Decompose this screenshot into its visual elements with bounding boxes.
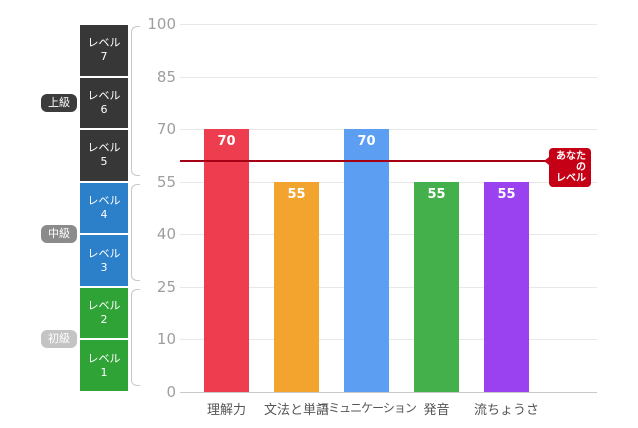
y-axis-tick-label: 85 <box>156 67 176 86</box>
level-box-7: レベル 7 <box>80 25 128 76</box>
level-box-6: レベル 6 <box>80 77 128 129</box>
level-box-number: 1 <box>100 365 108 379</box>
x-axis-category-comprehension: 理解力 <box>206 403 246 418</box>
bar-value-label: 70 <box>357 134 376 150</box>
level-box-1: レベル 1 <box>80 340 128 391</box>
bar-value-label: 55 <box>287 186 306 202</box>
bar-fluency: 55 <box>484 181 529 392</box>
x-axis-baseline <box>180 392 597 393</box>
level-box-3: レベル 3 <box>80 235 128 286</box>
level-box-label: レベル <box>87 246 121 260</box>
level-group-badge-beginner: 初級 <box>41 330 77 349</box>
level-box-number: 5 <box>100 155 108 169</box>
y-axis-tick-label: 0 <box>166 383 176 401</box>
your-level-badge: あなたの レベル <box>544 147 591 187</box>
level-box-number: 7 <box>100 50 108 64</box>
level-box-number: 4 <box>100 207 108 221</box>
bar-communication: 70 <box>344 129 389 392</box>
level-box-label: レベル <box>87 299 121 313</box>
bar-value-label: 55 <box>497 186 516 202</box>
y-axis-tick-label: 70 <box>156 120 176 139</box>
y-axis-tick-label: 40 <box>156 225 176 244</box>
bar-value-label: 55 <box>427 186 446 202</box>
level-box-label: レベル <box>87 351 121 365</box>
gridline <box>180 76 597 78</box>
level-box-label: レベル <box>87 141 121 155</box>
level-box-number: 3 <box>100 260 108 274</box>
level-box-label: レベル <box>87 36 121 50</box>
y-axis-tick-label: 10 <box>156 330 176 349</box>
level-group-bracket-intermediate <box>131 183 140 281</box>
level-group-bracket-beginner <box>131 288 140 386</box>
level-group-badge-advanced: 上級 <box>41 93 77 112</box>
your-level-line <box>180 159 550 162</box>
level-box-4: レベル 4 <box>80 182 128 234</box>
bar-value-label: 70 <box>217 134 236 150</box>
level-box-label: レベル <box>87 193 121 207</box>
level-group-badge-intermediate: 中級 <box>41 225 77 244</box>
bar-pronunciation: 55 <box>414 181 459 392</box>
y-axis-tick-label: 55 <box>156 172 176 191</box>
level-box-number: 6 <box>100 102 108 116</box>
level-box-number: 2 <box>100 313 108 327</box>
left-pointer-tail-icon <box>544 156 549 165</box>
x-axis-category-fluency: 流ちょうさ <box>473 403 539 418</box>
bar-comprehension: 70 <box>204 129 249 392</box>
x-axis-category-pronunciation: 発音 <box>423 403 450 418</box>
level-box-5: レベル 5 <box>80 130 128 181</box>
bar-grammar-vocabulary: 55 <box>274 181 319 392</box>
x-axis-category-communication: コミュニケーション <box>317 401 417 415</box>
level-group-bracket-advanced <box>131 26 140 176</box>
your-level-badge-text: レベル <box>556 172 586 184</box>
gridline <box>180 24 597 25</box>
your-level-badge-text: あなたの <box>556 150 586 173</box>
level-box-2: レベル 2 <box>80 287 128 339</box>
level-box-label: レベル <box>87 88 121 102</box>
x-axis-category-grammar-vocabulary: 文法と単語 <box>263 403 329 418</box>
y-axis-tick-label: 100 <box>147 15 176 33</box>
y-axis-tick-label: 25 <box>156 277 176 296</box>
